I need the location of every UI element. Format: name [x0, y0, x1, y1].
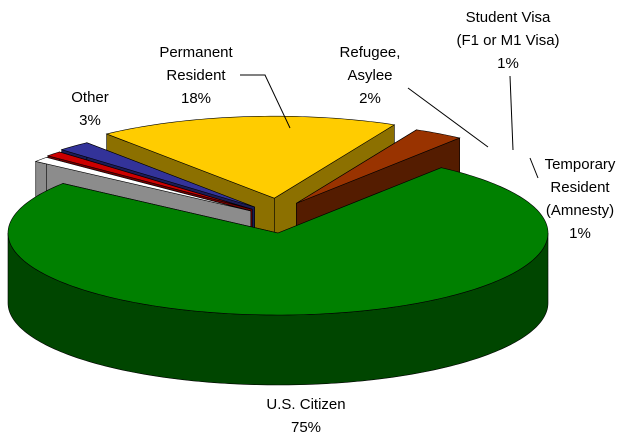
slice-label: Student Visa (F1 or M1 Visa)	[456, 9, 559, 49]
slice-label: Other	[71, 89, 109, 106]
slice-top	[296, 129, 461, 204]
value-label: 1%	[497, 55, 519, 72]
slice-top	[60, 142, 255, 208]
value-label: 3%	[79, 112, 101, 129]
value-label: 1%	[569, 225, 591, 242]
pie	[7, 115, 549, 386]
slice-top	[34, 157, 251, 212]
slice-top	[46, 151, 253, 210]
value-label: 2%	[359, 90, 381, 107]
slice-label: Permanent Resident	[159, 44, 233, 84]
slice-label: Temporary Resident (Amnesty)	[545, 156, 616, 219]
leader-line	[529, 157, 539, 179]
slice-label: U.S. Citizen	[266, 396, 345, 413]
slice-top	[7, 167, 549, 316]
slice-top	[105, 115, 396, 199]
leader-line	[240, 74, 291, 129]
labels: U.S. Citizen 75% Temporary Resident (Amnesty…	[71, 9, 616, 436]
value-label: 75%	[291, 419, 321, 436]
slice	[7, 167, 549, 386]
value-label: 18%	[181, 90, 211, 107]
leader-line	[509, 75, 514, 151]
slice-label: Refugee, Asylee	[340, 44, 401, 84]
leader-line	[407, 87, 489, 148]
